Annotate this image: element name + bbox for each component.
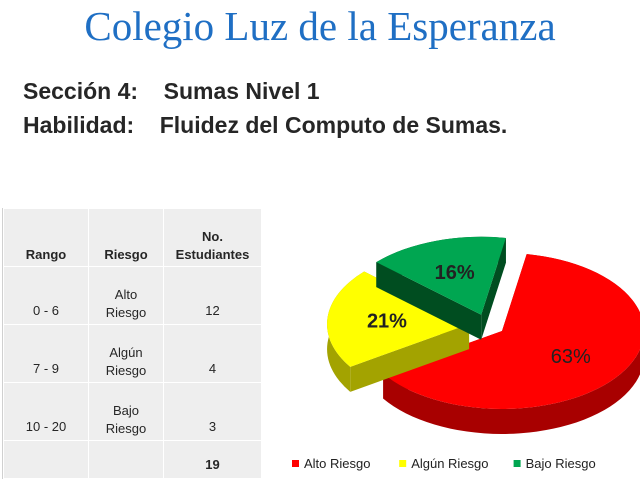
pie-slice-top — [383, 254, 640, 409]
cell-riesgo: Alto Riesgo — [88, 266, 164, 325]
riesgo-word: Bajo — [112, 403, 140, 418]
pie-slice-wall — [350, 324, 470, 392]
skill-heading: Habilidad: Fluidez del Computo de Sumas. — [23, 112, 508, 138]
cell-riesgo: Bajo Riesgo — [88, 382, 164, 441]
pie-slice-wall — [481, 237, 506, 340]
cell-rango: 7 - 9 — [3, 324, 89, 383]
riesgo-word: Riesgo — [105, 305, 147, 320]
cell-count: 12 — [163, 266, 262, 325]
legend-swatch — [513, 460, 521, 467]
legend-swatch — [399, 460, 407, 467]
cell-empty — [88, 440, 164, 479]
riesgo-word: Riesgo — [105, 363, 147, 378]
data-label: 21% — [367, 311, 407, 333]
legend-swatch — [292, 460, 299, 467]
pie-slice-alto-riesgo — [383, 254, 640, 434]
cell-rango: 10 - 20 — [3, 382, 89, 441]
riesgo-word: Riesgo — [105, 421, 147, 436]
table-header-row: Rango Riesgo No. Estudiantes — [3, 208, 262, 267]
cell-rango: 0 - 6 — [3, 266, 89, 325]
pie-slice-top — [327, 271, 470, 367]
cell-riesgo: Algún Riesgo — [88, 324, 164, 383]
legend-label: Alto Riesgo — [304, 456, 370, 471]
pie-slice-top — [376, 236, 506, 315]
legend: Alto Riesgo Algún Riesgo Bajo Riesgo — [292, 456, 596, 471]
data-label: 63% — [551, 346, 591, 368]
legend-label: Algún Riesgo — [411, 456, 488, 471]
riesgo-word: Alto — [114, 287, 138, 302]
page-title: Colegio Luz de la Esperanza — [84, 3, 556, 49]
pie-chart-svg: 63% 21% 16% Alto Riesgo Algún Riesgo Bajo Rie… — [292, 236, 640, 471]
cell-empty — [3, 440, 89, 479]
table-total-row: 19 — [3, 440, 262, 479]
table-row: 10 - 20 Bajo Riesgo 3 — [3, 382, 262, 441]
table-row: 7 - 9 Algún Riesgo 4 — [3, 324, 262, 383]
riesgo-word: Algún — [109, 345, 143, 360]
pie-slice-wall — [376, 262, 482, 340]
cell-count: 4 — [163, 324, 262, 383]
pie-slice-bajo-riesgo — [376, 236, 506, 340]
header-estudiantes-label: Estudiantes — [175, 247, 250, 262]
section-heading: Sección 4: Sumas Nivel 1 — [23, 78, 320, 104]
pie-slice-algún-riesgo — [327, 271, 470, 392]
header-estudiantes: No. Estudiantes — [163, 208, 262, 267]
header-riesgo: Riesgo — [88, 208, 164, 267]
results-table: Rango Riesgo No. Estudiantes 0 - 6 Alto … — [2, 208, 262, 479]
cell-total: 19 — [163, 440, 262, 479]
cell-count: 3 — [163, 382, 262, 441]
header-no: No. — [202, 229, 223, 244]
table-row: 0 - 6 Alto Riesgo 12 — [3, 266, 262, 325]
header-rango: Rango — [3, 208, 89, 267]
data-label: 16% — [435, 262, 475, 284]
pie-chart: 63% 21% 16% Alto Riesgo Algún Riesgo Bajo Rie… — [262, 210, 640, 484]
legend-label: Bajo Riesgo — [526, 456, 596, 471]
